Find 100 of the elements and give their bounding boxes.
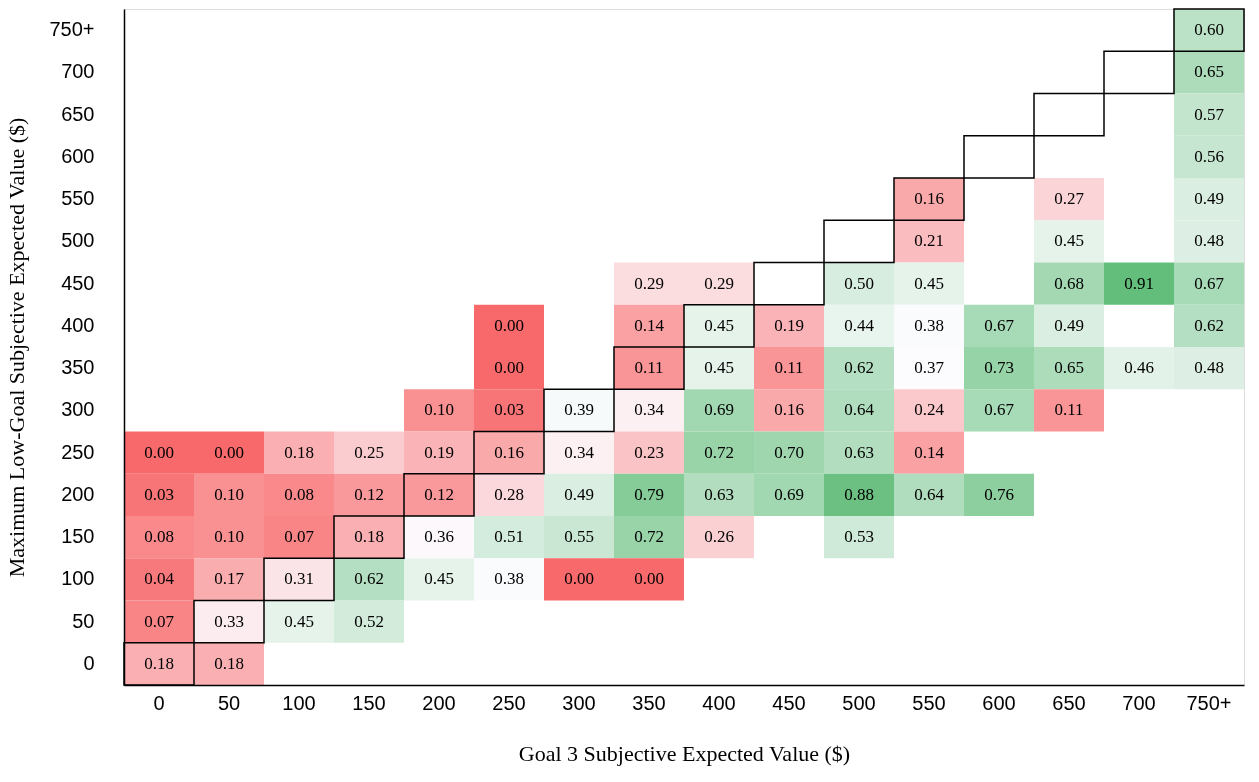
data-label: 0.11 (1054, 400, 1084, 420)
x-tick-label: 600 (982, 691, 1016, 714)
data-label: 0.51 (494, 527, 524, 547)
data-label: 0.63 (844, 442, 874, 462)
data-label: 0.69 (774, 484, 804, 504)
data-label: 0.26 (704, 527, 734, 547)
y-tick-label: 750+ (49, 18, 95, 41)
data-label: 0.14 (634, 315, 665, 335)
data-label: 0.45 (704, 315, 734, 335)
data-label: 0.00 (214, 442, 244, 462)
data-label: 0.88 (844, 484, 874, 504)
data-label: 0.46 (1124, 358, 1154, 378)
y-tick-label: 500 (61, 229, 95, 252)
data-label: 0.63 (704, 484, 734, 504)
data-label: 0.72 (704, 442, 734, 462)
x-tick-label: 750+ (1186, 691, 1232, 714)
data-label: 0.45 (424, 569, 454, 589)
data-label: 0.72 (634, 527, 664, 547)
data-label: 0.62 (354, 569, 384, 589)
data-label: 0.16 (914, 189, 944, 209)
data-label: 0.00 (634, 569, 664, 589)
data-label: 0.00 (494, 315, 524, 335)
data-label: 0.16 (774, 400, 804, 420)
data-label: 0.49 (1054, 315, 1084, 335)
data-label: 0.00 (494, 358, 524, 378)
data-label: 0.39 (564, 400, 594, 420)
x-tick-label: 100 (282, 691, 316, 714)
data-label: 0.48 (1194, 231, 1224, 251)
data-label: 0.73 (984, 358, 1014, 378)
data-label: 0.67 (1194, 273, 1225, 293)
y-tick-label: 550 (61, 187, 95, 210)
data-label: 0.62 (1194, 315, 1224, 335)
data-label: 0.79 (634, 484, 664, 504)
data-label: 0.57 (1194, 104, 1225, 124)
data-label: 0.91 (1124, 273, 1154, 293)
y-tick-label: 350 (61, 356, 95, 379)
data-label: 0.60 (1194, 20, 1224, 40)
data-label: 0.49 (564, 484, 594, 504)
data-label: 0.49 (1194, 189, 1224, 209)
data-label: 0.19 (424, 442, 454, 462)
y-tick-label: 400 (61, 313, 95, 336)
data-label: 0.31 (284, 569, 314, 589)
x-tick-label: 0 (153, 691, 165, 714)
data-label: 0.17 (214, 569, 245, 589)
data-label: 0.07 (144, 611, 175, 631)
data-label: 0.07 (284, 527, 315, 547)
data-label: 0.34 (564, 442, 595, 462)
x-axis-title: Goal 3 Subjective Expected Value ($) (518, 740, 851, 766)
x-tick-label: 300 (562, 691, 596, 714)
data-label: 0.03 (144, 484, 174, 504)
data-label: 0.45 (284, 611, 314, 631)
data-label: 0.18 (284, 442, 314, 462)
data-label: 0.29 (704, 273, 734, 293)
data-label: 0.16 (494, 442, 524, 462)
data-label: 0.48 (1194, 358, 1224, 378)
data-label: 0.38 (914, 315, 944, 335)
data-label: 0.65 (1194, 62, 1224, 82)
data-label: 0.68 (1054, 273, 1084, 293)
data-label: 0.62 (844, 358, 874, 378)
data-label: 0.21 (914, 231, 944, 251)
data-label: 0.28 (494, 484, 524, 504)
data-label: 0.10 (424, 400, 454, 420)
data-label: 0.65 (1054, 358, 1084, 378)
data-label: 0.44 (844, 315, 875, 335)
y-tick-label: 700 (61, 60, 95, 83)
data-label: 0.76 (984, 484, 1014, 504)
data-label: 0.34 (634, 400, 665, 420)
data-label: 0.37 (914, 358, 945, 378)
data-label: 0.67 (984, 400, 1015, 420)
y-tick-label: 650 (61, 102, 95, 125)
data-label: 0.53 (844, 527, 874, 547)
data-label: 0.36 (424, 527, 454, 547)
y-tick-label: 100 (61, 567, 95, 590)
data-label: 0.18 (144, 653, 174, 673)
data-label: 0.52 (354, 611, 384, 631)
data-label: 0.18 (214, 653, 244, 673)
data-label: 0.33 (214, 611, 244, 631)
data-label: 0.45 (914, 273, 944, 293)
y-tick-label: 200 (61, 482, 95, 505)
x-tick-label: 450 (772, 691, 806, 714)
data-label: 0.08 (284, 484, 314, 504)
data-label: 0.67 (984, 315, 1015, 335)
x-tick-label: 550 (912, 691, 946, 714)
data-label: 0.11 (634, 358, 664, 378)
y-tick-label: 600 (61, 144, 95, 167)
data-label: 0.50 (844, 273, 874, 293)
data-label: 0.08 (144, 527, 174, 547)
y-tick-label: 50 (72, 609, 95, 632)
data-label: 0.70 (774, 442, 804, 462)
data-label: 0.29 (634, 273, 664, 293)
data-label: 0.11 (774, 358, 804, 378)
x-tick-label: 50 (217, 691, 241, 714)
x-tick-label: 150 (352, 691, 386, 714)
data-label: 0.00 (144, 442, 174, 462)
x-tick-label: 200 (422, 691, 456, 714)
y-tick-label: 300 (61, 398, 95, 421)
data-label: 0.10 (214, 527, 244, 547)
data-label: 0.18 (354, 527, 384, 547)
data-label: 0.03 (494, 400, 524, 420)
x-tick-label: 700 (1122, 691, 1156, 714)
